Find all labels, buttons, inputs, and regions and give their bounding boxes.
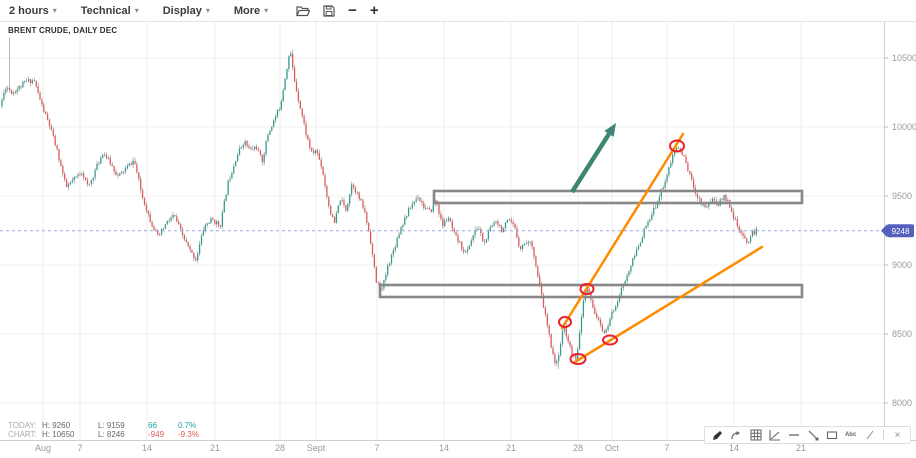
up-arrow-annotation[interactable] (570, 132, 611, 194)
more-menu-label: More (233, 4, 261, 17)
current-price-value: 9248 (892, 227, 910, 236)
chart-high: H: 10650 (42, 430, 75, 439)
toolbar-divider: | (882, 429, 885, 441)
trendline-tool-icon[interactable] (806, 429, 819, 442)
x-tick-label: 14 (729, 443, 739, 453)
chart-change-pct: -9.3% (178, 430, 199, 439)
highlight-circle-annotation[interactable] (558, 316, 572, 328)
x-tick-label: 7 (374, 443, 379, 453)
x-axis[interactable]: Aug 7 14 21 28 Sept 7 14 21 28 Oct 7 14 21 (35, 443, 806, 453)
chart-low: L: 8246 (98, 430, 125, 439)
display-menu-label: Display (162, 4, 202, 17)
highlight-circle-annotation[interactable] (579, 283, 595, 295)
today-change-pct: 0.7% (178, 421, 197, 430)
x-tick-label: Sept (307, 443, 326, 453)
pointer-pen-tool-icon[interactable] (711, 429, 724, 442)
x-tick-label: 21 (796, 443, 806, 453)
x-tick-label: 7 (77, 443, 82, 453)
timeframe-menu-label: 2 hours (9, 4, 49, 17)
open-folder-icon[interactable] (296, 5, 311, 17)
x-tick-label: 28 (573, 443, 583, 453)
trendline-steep[interactable] (560, 132, 685, 330)
x-tick-label: 7 (664, 443, 669, 453)
display-menu[interactable]: Display ▾ (163, 5, 210, 17)
up-arrow-head (604, 123, 616, 137)
x-tick-label: Oct (605, 443, 620, 453)
y-tick-label: 9500 (892, 191, 912, 201)
chart-stats-row: CHART: H: 10650 L: 8246 -949 -9.3% (8, 430, 199, 439)
x-tick-label: 21 (210, 443, 220, 453)
zoom-out-icon[interactable]: − (348, 1, 357, 19)
today-high: H: 9260 (42, 421, 71, 430)
more-menu[interactable]: More ▾ (234, 5, 268, 17)
today-stats-row: TODAY: H: 9260 L: 9159 66 0.7% (8, 421, 199, 430)
x-tick-label: 28 (275, 443, 285, 453)
diagonal-line-tool-icon[interactable] (863, 429, 876, 442)
y-tick-label: 8000 (892, 398, 912, 408)
close-icon[interactable]: × (894, 429, 901, 441)
session-stats: TODAY: H: 9260 L: 9159 66 0.7% CHART: H:… (8, 421, 199, 439)
save-icon[interactable] (323, 4, 335, 17)
y-tick-label: 10000 (892, 122, 916, 132)
highlight-circle-annotation[interactable] (569, 353, 587, 365)
horizontal-line-tool-icon[interactable] (787, 429, 800, 442)
chart-toolbar: 2 hours ▾ Technical ▾ Display ▾ More ▾ −… (0, 0, 916, 22)
current-price-badge: 9248 (881, 224, 914, 238)
today-change: 66 (148, 421, 157, 430)
y-axis[interactable]: 10500 10000 9500 9000 8500 8000 (884, 53, 916, 408)
drawing-toolbar: Abc | × (704, 426, 911, 444)
chevron-down-icon: ▾ (264, 6, 269, 15)
y-tick-label: 10500 (892, 53, 916, 63)
trend-angle-tool-icon[interactable] (768, 429, 781, 442)
technical-menu[interactable]: Technical ▾ (81, 5, 139, 17)
text-tool-icon[interactable]: Abc (844, 432, 857, 438)
x-tick-label: 21 (506, 443, 516, 453)
y-tick-label: 8500 (892, 329, 912, 339)
y-tick-label: 9000 (892, 260, 912, 270)
today-label: TODAY: (8, 421, 37, 430)
highlight-circle-annotation[interactable] (669, 139, 685, 153)
x-tick-label: 14 (439, 443, 449, 453)
timeframe-menu[interactable]: 2 hours ▾ (9, 5, 57, 17)
chart-label: CHART: (8, 430, 37, 439)
chevron-down-icon: ▾ (205, 6, 210, 15)
resistance-zone-upper[interactable] (432, 189, 804, 205)
candlestick-series (1, 37, 757, 370)
highlight-circle-annotation[interactable] (602, 334, 618, 346)
grid-tool-icon[interactable] (749, 429, 762, 442)
chevron-down-icon: ▾ (52, 6, 57, 15)
chart-change: -949 (148, 430, 165, 439)
technical-menu-label: Technical (80, 4, 131, 17)
chevron-down-icon: ▾ (134, 6, 139, 15)
curved-arrow-tool-icon[interactable] (730, 429, 743, 442)
rectangle-tool-icon[interactable] (825, 429, 838, 442)
zoom-in-icon[interactable]: + (369, 1, 379, 19)
x-tick-label: Aug (35, 443, 51, 453)
x-tick-label: 14 (142, 443, 152, 453)
today-low: L: 9159 (98, 421, 125, 430)
instrument-title: BRENT CRUDE, DAILY DEC (8, 26, 118, 35)
